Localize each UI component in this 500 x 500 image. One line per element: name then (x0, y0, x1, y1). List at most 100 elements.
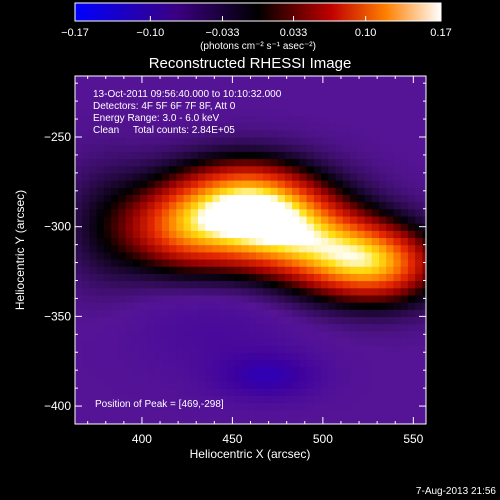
heatmap-cell (205, 101, 214, 109)
heatmap-cell (284, 115, 293, 124)
heatmap-cell (270, 165, 279, 174)
heatmap-cell (75, 409, 83, 418)
heatmap-cell (82, 251, 91, 260)
heatmap-cell (248, 402, 257, 411)
heatmap-cell (299, 309, 308, 317)
heatmap-cell (118, 380, 127, 389)
heatmap-cell (263, 359, 271, 368)
heatmap-cell (255, 273, 264, 282)
heatmap-cell (161, 122, 170, 131)
heatmap-cell (198, 294, 206, 303)
heatmap-cell (154, 230, 163, 239)
heatmap-cell (111, 309, 120, 317)
heatmap-cell (342, 395, 351, 404)
heatmap-cell (219, 416, 228, 424)
heatmap-cell (219, 172, 228, 181)
heatmap-cell (118, 215, 127, 224)
heatmap-cell (292, 115, 300, 124)
heatmap-cell (241, 402, 250, 411)
heatmap-cell (386, 237, 395, 246)
heatmap-cell (96, 337, 105, 346)
heatmap-cell (335, 287, 344, 296)
heatmap-cell (183, 180, 192, 188)
heatmap-cell (75, 294, 83, 303)
heatmap-cell (234, 273, 243, 282)
heatmap-cell (393, 230, 402, 239)
heatmap-cell (176, 122, 185, 131)
heatmap-cell (364, 79, 373, 88)
heatmap-cell (219, 144, 228, 152)
heatmap-cell (270, 151, 279, 160)
heatmap-cell (140, 366, 148, 375)
heatmap-cell (89, 230, 98, 239)
heatmap-cell (263, 302, 271, 310)
heatmap-cell (219, 380, 228, 389)
heatmap-cell (255, 187, 264, 195)
heatmap-cell (364, 366, 373, 375)
heatmap-cell (183, 230, 192, 239)
heatmap-cell (111, 359, 120, 368)
heatmap-cell (241, 409, 250, 418)
heatmap-cell (357, 237, 366, 246)
heatmap-cell (357, 409, 366, 418)
heatmap-cell (357, 136, 366, 145)
heatmap-cell (147, 158, 156, 167)
heatmap-cell (198, 215, 206, 224)
heatmap-cell (103, 280, 112, 289)
heatmap-cell (255, 402, 264, 411)
heatmap-cell (111, 86, 120, 95)
heatmap-cell (190, 287, 199, 296)
heatmap-cell (378, 230, 387, 239)
heatmap-cell (292, 215, 300, 224)
heatmap-cell (82, 108, 91, 117)
heatmap-cell (169, 76, 177, 81)
heatmap-cell (111, 129, 120, 138)
heatmap-cell (140, 79, 148, 88)
heatmap-cell (234, 309, 243, 317)
heatmap-cell (147, 287, 156, 296)
heatmap-cell (350, 251, 358, 260)
heatmap-cell (161, 194, 170, 203)
heatmap-cell (299, 129, 308, 138)
heatmap-cell (386, 395, 395, 404)
heatmap-cell (248, 101, 257, 109)
heatmap-cell (407, 194, 416, 203)
heatmap-cell (422, 316, 426, 325)
heatmap-cell (263, 251, 271, 260)
heatmap-cell (393, 115, 402, 124)
heatmap-cell (219, 287, 228, 296)
heatmap-cell (198, 93, 206, 102)
colorbar-tick-label: 0.033 (280, 27, 308, 39)
heatmap-cell (198, 337, 206, 346)
heatmap-cell (103, 388, 112, 396)
heatmap-cell (306, 215, 315, 224)
heatmap-cell (393, 258, 402, 267)
heatmap-cell (75, 201, 83, 210)
heatmap-cell (96, 215, 105, 224)
heatmap-cell (306, 115, 315, 124)
heatmap-cell (306, 309, 315, 317)
heatmap-cell (364, 151, 373, 160)
heatmap-cell (422, 86, 426, 95)
heatmap-cell (292, 352, 300, 361)
heatmap-cell (147, 380, 156, 389)
heatmap-cell (328, 144, 337, 152)
heatmap-cell (321, 208, 329, 217)
heatmap-cell (89, 294, 98, 303)
heatmap-cell (313, 380, 322, 389)
heatmap-cell (125, 287, 134, 296)
heatmap-cell (234, 280, 243, 289)
heatmap-cell (357, 359, 366, 368)
heatmap-cell (270, 352, 279, 361)
heatmap-cell (299, 76, 308, 81)
heatmap-cell (176, 352, 185, 361)
heatmap-cell (386, 330, 395, 339)
heatmap-cell (140, 187, 148, 195)
heatmap-cell (118, 76, 127, 81)
heatmap-cell (103, 165, 112, 174)
heatmap-cell (183, 316, 192, 325)
heatmap-cell (415, 366, 423, 375)
heatmap-cell (96, 79, 105, 88)
heatmap-cell (386, 180, 395, 188)
heatmap-cell (125, 337, 134, 346)
